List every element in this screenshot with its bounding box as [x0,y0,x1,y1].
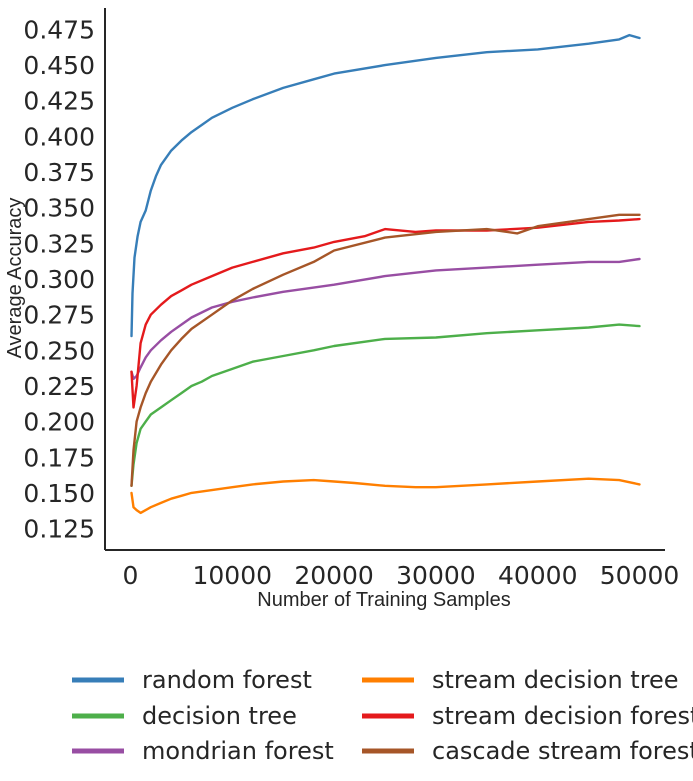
y-tick-label: 0.225 [23,372,95,401]
y-tick-label: 0.475 [23,15,95,44]
x-axis-ticks: 0 10000 20000 30000 40000 50000 [123,561,680,590]
y-axis-ticks: 0.125 0.150 0.175 0.200 0.225 0.250 0.275 0.300… [23,15,95,543]
legend-label: random forest [142,666,312,694]
x-axis-title: Number of Training Samples [257,589,510,611]
y-tick-label: 0.150 [23,479,95,508]
series-line-stream-decision-forest [130,217,641,409]
x-tick-label: 10000 [193,561,273,590]
legend-label: cascade stream forest [432,737,693,765]
y-tick-label: 0.375 [23,158,95,187]
legend-label: stream decision forest [432,702,693,730]
x-tick-label: 30000 [396,561,476,590]
x-tick-label: 20000 [294,561,374,590]
y-tick-label: 0.275 [23,301,95,330]
y-tick-label: 0.450 [23,51,95,80]
y-tick-label: 0.300 [23,265,95,294]
x-tick-label: 40000 [498,561,578,590]
y-tick-label: 0.175 [23,443,95,472]
x-tick-label: 50000 [600,561,680,590]
y-tick-label: 0.250 [23,336,95,365]
series-line-cascade-stream-forest [130,213,641,487]
y-axis-title: Average Accuracy [4,198,26,359]
series-line-random-forest [130,33,641,338]
x-tick-label: 0 [123,561,139,590]
legend-label: stream decision tree [432,666,679,694]
plot-area [130,33,641,515]
series-line-decision-tree [130,323,641,487]
y-tick-label: 0.325 [23,229,95,258]
legend-label: mondrian forest [142,737,334,765]
y-tick-label: 0.200 [23,408,95,437]
legend-label: decision tree [142,702,297,730]
y-tick-label: 0.425 [23,87,95,116]
y-tick-label: 0.400 [23,122,95,151]
legend: random forest decision tree mondrian fores… [72,666,693,765]
series-line-stream-decision-tree [130,477,641,515]
y-tick-label: 0.350 [23,194,95,223]
y-tick-label: 0.125 [23,515,95,544]
